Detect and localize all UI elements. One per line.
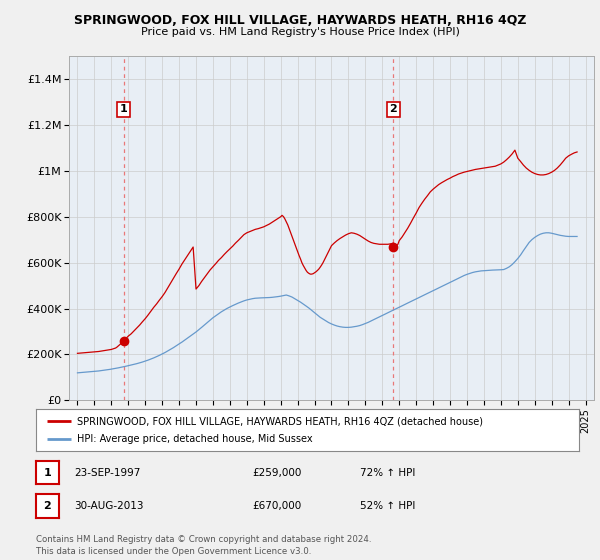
Text: 2: 2 xyxy=(389,104,397,114)
Text: £670,000: £670,000 xyxy=(252,501,301,511)
Text: 30-AUG-2013: 30-AUG-2013 xyxy=(74,501,143,511)
Text: 2: 2 xyxy=(44,501,51,511)
Text: 1: 1 xyxy=(44,468,51,478)
Text: SPRINGWOOD, FOX HILL VILLAGE, HAYWARDS HEATH, RH16 4QZ (detached house): SPRINGWOOD, FOX HILL VILLAGE, HAYWARDS H… xyxy=(77,417,483,426)
Text: SPRINGWOOD, FOX HILL VILLAGE, HAYWARDS HEATH, RH16 4QZ: SPRINGWOOD, FOX HILL VILLAGE, HAYWARDS H… xyxy=(74,14,526,27)
Text: Price paid vs. HM Land Registry's House Price Index (HPI): Price paid vs. HM Land Registry's House … xyxy=(140,27,460,37)
Text: £259,000: £259,000 xyxy=(252,468,301,478)
Text: 72% ↑ HPI: 72% ↑ HPI xyxy=(360,468,415,478)
Text: 23-SEP-1997: 23-SEP-1997 xyxy=(74,468,140,478)
Text: 52% ↑ HPI: 52% ↑ HPI xyxy=(360,501,415,511)
Text: Contains HM Land Registry data © Crown copyright and database right 2024.
This d: Contains HM Land Registry data © Crown c… xyxy=(36,535,371,556)
Text: HPI: Average price, detached house, Mid Sussex: HPI: Average price, detached house, Mid … xyxy=(77,434,313,444)
Text: 1: 1 xyxy=(119,104,127,114)
